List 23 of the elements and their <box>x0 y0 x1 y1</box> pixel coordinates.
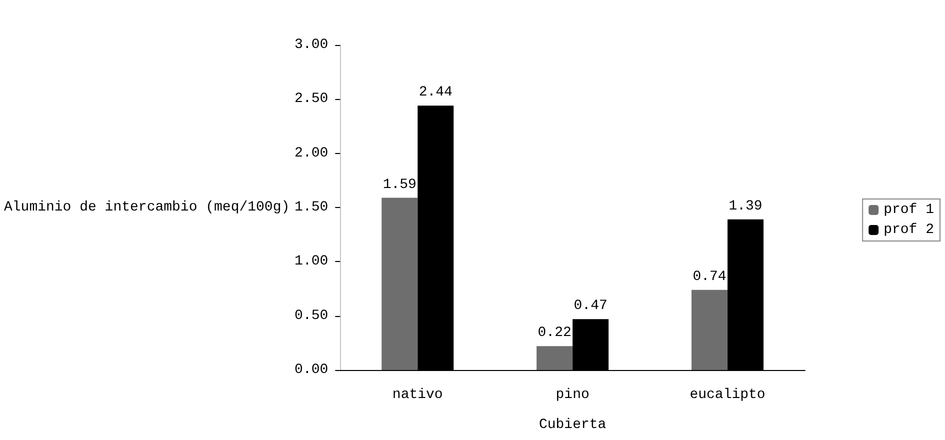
legend-label: prof 2 <box>884 222 934 238</box>
y-tick-label: 2.50 <box>294 91 328 108</box>
data-label: 0.47 <box>574 298 608 314</box>
x-tick-label: pino <box>556 387 590 403</box>
data-label: 0.22 <box>538 325 572 342</box>
y-tick-label: 0.50 <box>294 308 328 324</box>
bar <box>382 198 418 370</box>
data-label: 1.59 <box>382 176 416 193</box>
x-tick-label: eucalipto <box>690 387 766 403</box>
y-tick-label: 2.00 <box>294 145 328 162</box>
y-tick-label: 1.50 <box>294 200 328 216</box>
y-axis-title: Aluminio de intercambio (meq/100g) <box>4 200 290 216</box>
bar <box>536 346 573 370</box>
x-axis-title: Cubierta <box>538 417 606 433</box>
data-label: 2.44 <box>418 84 452 101</box>
y-tick-label: 0.00 <box>294 362 328 378</box>
data-label: 1.39 <box>728 198 762 214</box>
y-tick-label: 3.00 <box>294 37 328 53</box>
x-tick-label: nativo <box>392 387 443 403</box>
bar <box>692 290 728 370</box>
data-label: 0.74 <box>692 268 726 285</box>
y-tick-label: 1.00 <box>294 254 328 270</box>
legend-label: prof 1 <box>884 202 934 218</box>
